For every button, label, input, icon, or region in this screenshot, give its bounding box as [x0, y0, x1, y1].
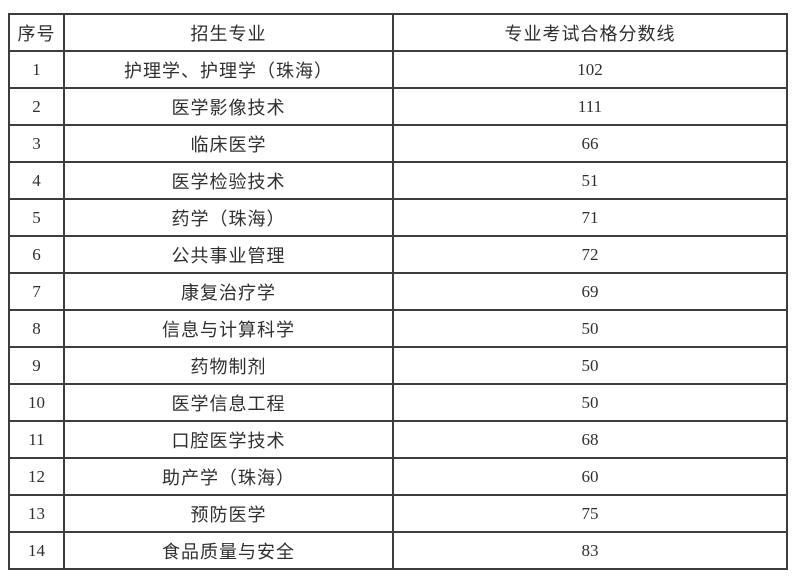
score-cell: 60	[392, 457, 788, 496]
table-row: 14 食品质量与安全 83	[8, 531, 788, 570]
score-cell: 69	[392, 272, 788, 311]
major-cell: 预防医学	[63, 494, 394, 533]
table-row: 10 医学信息工程 50	[8, 383, 788, 422]
table-row: 9 药物制剂 50	[8, 346, 788, 385]
score-table-container: 序号 招生专业 专业考试合格分数线 1 护理学、护理学（珠海） 102 2 医学影像技术…	[8, 13, 788, 570]
score-cell: 111	[392, 87, 788, 126]
major-cell: 口腔医学技术	[63, 420, 394, 459]
header-row: 序号 招生专业 专业考试合格分数线	[8, 13, 788, 52]
table-row: 4 医学检验技术 51	[8, 161, 788, 200]
score-cell: 50	[392, 309, 788, 348]
major-cell: 医学影像技术	[63, 87, 394, 126]
major-cell: 公共事业管理	[63, 235, 394, 274]
major-cell: 药物制剂	[63, 346, 394, 385]
row-index-cell: 8	[8, 309, 65, 348]
row-index-cell: 9	[8, 346, 65, 385]
row-index-cell: 6	[8, 235, 65, 274]
table-row: 3 临床医学 66	[8, 124, 788, 163]
row-index-cell: 14	[8, 531, 65, 570]
row-index-cell: 2	[8, 87, 65, 126]
row-index-cell: 7	[8, 272, 65, 311]
table-body: 1 护理学、护理学（珠海） 102 2 医学影像技术 111 3 临床医学 66 4 医学检验技术 5…	[8, 50, 788, 570]
table-row: 1 护理学、护理学（珠海） 102	[8, 50, 788, 89]
table-row: 8 信息与计算科学 50	[8, 309, 788, 348]
score-cell: 72	[392, 235, 788, 274]
score-cell: 50	[392, 383, 788, 422]
row-index-cell: 5	[8, 198, 65, 237]
major-cell: 康复治疗学	[63, 272, 394, 311]
row-index-cell: 3	[8, 124, 65, 163]
major-cell: 药学（珠海）	[63, 198, 394, 237]
score-cell: 75	[392, 494, 788, 533]
row-index-cell: 12	[8, 457, 65, 496]
admission-score-table: 序号 招生专业 专业考试合格分数线 1 护理学、护理学（珠海） 102 2 医学影像技术…	[8, 13, 788, 570]
major-cell: 护理学、护理学（珠海）	[63, 50, 394, 89]
table-header: 序号 招生专业 专业考试合格分数线	[8, 13, 788, 52]
row-index-cell: 10	[8, 383, 65, 422]
table-row: 2 医学影像技术 111	[8, 87, 788, 126]
score-cell: 50	[392, 346, 788, 385]
major-cell: 医学检验技术	[63, 161, 394, 200]
major-cell: 助产学（珠海）	[63, 457, 394, 496]
row-index-cell: 4	[8, 161, 65, 200]
table-row: 7 康复治疗学 69	[8, 272, 788, 311]
header-col-score: 专业考试合格分数线	[392, 13, 788, 52]
score-cell: 71	[392, 198, 788, 237]
table-row: 6 公共事业管理 72	[8, 235, 788, 274]
row-index-cell: 13	[8, 494, 65, 533]
major-cell: 临床医学	[63, 124, 394, 163]
major-cell: 食品质量与安全	[63, 531, 394, 570]
score-cell: 66	[392, 124, 788, 163]
major-cell: 医学信息工程	[63, 383, 394, 422]
header-col-index: 序号	[8, 13, 65, 52]
major-cell: 信息与计算科学	[63, 309, 394, 348]
row-index-cell: 1	[8, 50, 65, 89]
table-row: 5 药学（珠海） 71	[8, 198, 788, 237]
score-cell: 102	[392, 50, 788, 89]
table-row: 11 口腔医学技术 68	[8, 420, 788, 459]
header-col-major: 招生专业	[63, 13, 394, 52]
score-cell: 68	[392, 420, 788, 459]
row-index-cell: 11	[8, 420, 65, 459]
score-cell: 83	[392, 531, 788, 570]
table-row: 12 助产学（珠海） 60	[8, 457, 788, 496]
table-row: 13 预防医学 75	[8, 494, 788, 533]
score-cell: 51	[392, 161, 788, 200]
